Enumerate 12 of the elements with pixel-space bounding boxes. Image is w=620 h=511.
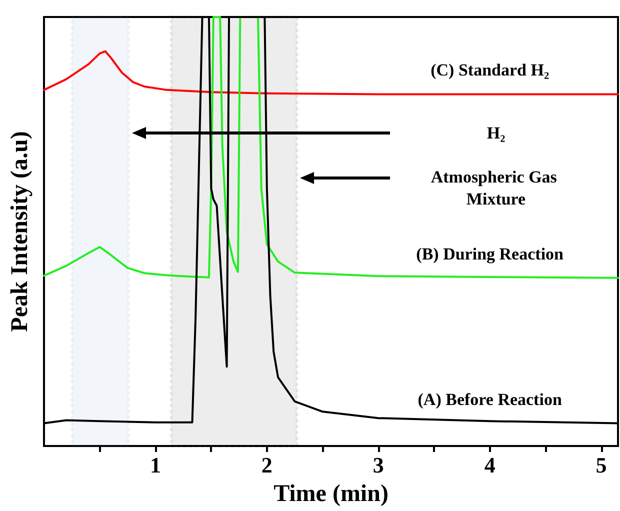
x-tick-label: 4 <box>484 452 496 478</box>
series-label: (C) Standard H₂ <box>430 60 550 80</box>
annotation: Atmospheric Gas Mixture <box>430 168 562 208</box>
series-label: (B) During Reaction <box>416 244 564 264</box>
x-tick-label: 2 <box>261 452 272 478</box>
annotation: H₂ <box>486 124 506 142</box>
x-tick-label: 3 <box>372 452 384 478</box>
series-label: (A) Before Reaction <box>418 390 562 409</box>
x-axis-title: Time (min) <box>274 481 388 507</box>
x-tick-label: 5 <box>596 452 607 478</box>
y-axis-title: Peak Intensity (a.u) <box>7 131 33 332</box>
x-tick-label: 1 <box>150 452 161 478</box>
